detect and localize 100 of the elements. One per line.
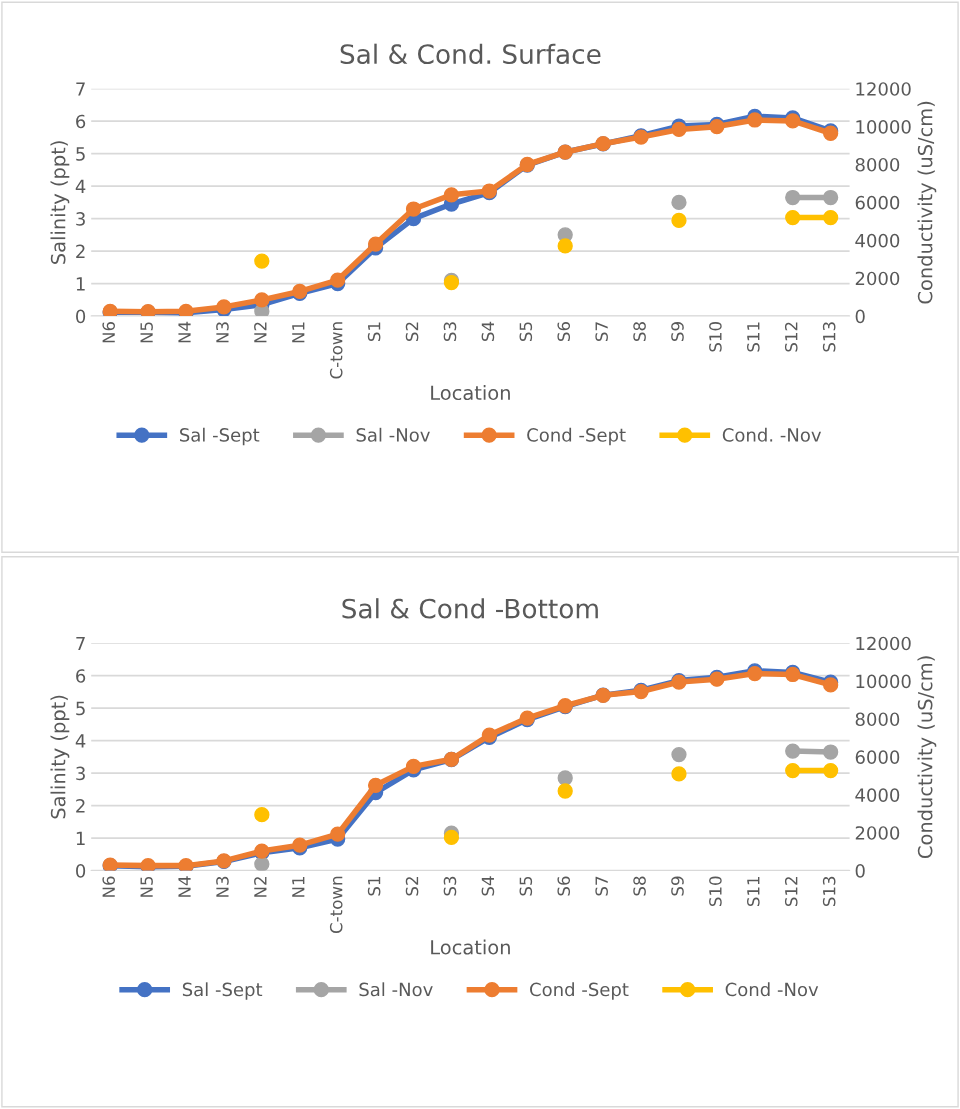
y-tick-label: 7	[76, 636, 85, 651]
legend-label: Cond -Nov	[725, 982, 819, 997]
y-tick-label: 6	[76, 114, 86, 129]
y2-axis-title: Conductivity (uS/cm)	[917, 101, 937, 304]
point	[671, 766, 687, 782]
x-tick-label: S11	[747, 322, 760, 352]
point	[367, 236, 384, 252]
point	[671, 194, 687, 211]
point	[557, 783, 573, 799]
point	[823, 209, 839, 226]
point	[443, 829, 460, 846]
point	[823, 762, 839, 779]
point	[254, 856, 270, 871]
y2-tick-label: 6000	[855, 750, 900, 765]
x-tick-label: S12	[784, 877, 798, 907]
y-tick-label: 5	[76, 701, 85, 716]
point	[254, 807, 270, 823]
point	[330, 272, 346, 288]
point	[254, 292, 270, 308]
y2-tick-label: 4000	[855, 788, 900, 802]
y2-tick-label: 10000	[856, 674, 911, 689]
point	[823, 189, 839, 206]
y-tick-label: 3	[76, 766, 85, 781]
x-tick-label: S9	[671, 876, 684, 896]
x-tick-label: C-town	[329, 876, 343, 934]
y2-axis-title: Conductivity (uS/cm)	[917, 656, 937, 859]
y2-tick-label: 12000	[856, 82, 911, 96]
y-tick-label: 4	[75, 179, 86, 194]
x-tick-label: S8	[633, 876, 646, 896]
y-tick-label: 1	[76, 831, 85, 845]
y-tick-label: 7	[76, 82, 85, 96]
x-tick-label: N5	[140, 322, 153, 343]
point	[405, 758, 422, 775]
x-tick-label: N2	[254, 877, 267, 897]
legend-label: Cond -Sept	[527, 427, 626, 446]
x-tick-label: S3	[443, 322, 457, 342]
x-tick-label: S2	[405, 877, 419, 896]
x-tick-label: S13	[822, 876, 836, 907]
legend-label: Sal -Nov	[359, 982, 433, 997]
y2-tick-label: 8000	[855, 712, 900, 727]
point	[785, 189, 801, 206]
point	[557, 770, 573, 786]
x-tick-label: S4	[481, 321, 495, 342]
y-axis-title: Salinity (ppt)	[50, 141, 70, 264]
x-tick-label: N6	[102, 876, 115, 897]
x-tick-label: S2	[405, 322, 419, 342]
point	[785, 209, 801, 226]
y2-tick-label: 0	[855, 309, 865, 324]
x-tick-label: S1	[367, 876, 381, 896]
x-tick-label: S7	[595, 322, 608, 342]
legend-label: Sal -Sept	[182, 982, 263, 1000]
x-tick-label: S10	[709, 322, 722, 352]
x-tick-label: S10	[709, 876, 722, 907]
point	[747, 112, 763, 128]
x-tick-label: N3	[216, 876, 229, 897]
x-tick-label: S1	[367, 322, 381, 342]
chart-title: Sal & Cond. Surface	[340, 43, 601, 65]
x-tick-label: N3	[216, 322, 229, 343]
point	[557, 238, 573, 254]
x-tick-label: S4	[481, 876, 495, 896]
point	[367, 777, 384, 793]
y2-tick-label: 2000	[855, 826, 900, 840]
point	[671, 746, 687, 763]
point	[671, 121, 687, 138]
x-tick-label: S6	[557, 321, 571, 342]
x-tick-label: N6	[102, 321, 115, 343]
y-tick-label: 1	[76, 277, 85, 291]
point	[785, 743, 801, 759]
legend-label: Sal -Nov	[356, 427, 430, 442]
x-tick-label: S8	[633, 322, 646, 342]
x-tick-label: N2	[254, 322, 267, 343]
y-tick-label: 0	[76, 864, 86, 878]
y2-tick-label: 0	[855, 864, 865, 878]
x-tick-label: S6	[557, 876, 571, 896]
y-tick-label: 4	[75, 734, 86, 748]
y2-tick-label: 10000	[856, 120, 911, 134]
legend-label: Cond. -Nov	[722, 427, 822, 442]
y-tick-label: 2	[76, 799, 85, 813]
y-tick-label: 5	[76, 147, 85, 161]
point	[671, 212, 687, 229]
x-tick-label: S3	[443, 876, 457, 896]
point	[443, 187, 460, 203]
x-tick-label: S12	[784, 322, 798, 352]
x-tick-label: N4	[178, 876, 191, 897]
y2-tick-label: 2000	[855, 271, 900, 286]
x-axis-title: Location	[431, 385, 510, 401]
x-tick-label: N1	[292, 322, 305, 343]
x-tick-label: S11	[747, 876, 760, 907]
y2-tick-label: 12000	[856, 636, 911, 651]
x-tick-label: S5	[519, 322, 533, 342]
y-tick-label: 6	[76, 669, 86, 683]
x-tick-label: S7	[595, 876, 608, 896]
x-tick-label: N1	[292, 876, 305, 897]
point	[823, 744, 839, 760]
y-tick-label: 0	[76, 309, 86, 324]
x-tick-label: S13	[822, 322, 836, 352]
point	[330, 826, 346, 842]
x-tick-label: S9	[671, 322, 684, 342]
y2-tick-label: 6000	[855, 195, 900, 210]
x-tick-label: S5	[519, 876, 533, 896]
